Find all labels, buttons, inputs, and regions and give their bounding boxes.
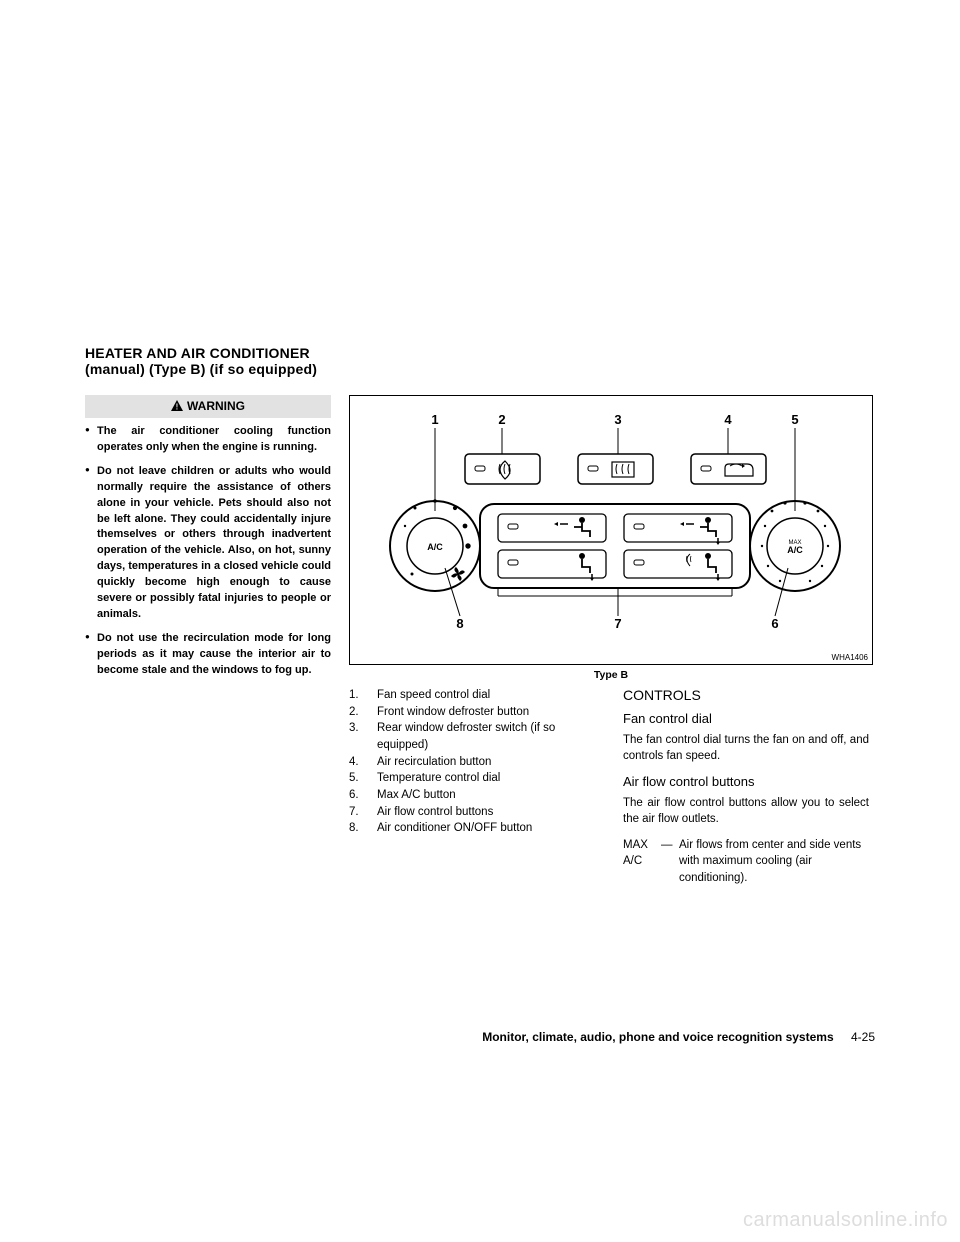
section-title-line2: (manual) (Type B) (if so equipped) bbox=[85, 361, 875, 377]
watermark: carmanualsonline.info bbox=[743, 1209, 948, 1232]
diagram-caption: Type B bbox=[349, 669, 873, 681]
fan-heading: Fan control dial bbox=[623, 711, 869, 726]
rear-defrost-button bbox=[578, 454, 653, 484]
fan-speed-dial: A/C bbox=[390, 499, 480, 591]
callout-3: 3 bbox=[614, 412, 621, 427]
legend-item: 1.Fan speed control dial bbox=[349, 687, 595, 704]
legend-item: 8.Air conditioner ON/OFF button bbox=[349, 820, 595, 837]
warning-bullet: Do not leave children or adults who woul… bbox=[85, 464, 331, 623]
flow-heading: Air flow control buttons bbox=[623, 774, 869, 789]
callout-4: 4 bbox=[724, 412, 732, 427]
callout-2: 2 bbox=[498, 412, 505, 427]
svg-text:A/C: A/C bbox=[427, 542, 443, 552]
airflow-face-foot-button bbox=[624, 514, 732, 545]
footer-page-number: 4-25 bbox=[851, 1030, 875, 1044]
page-footer: Monitor, climate, audio, phone and voice… bbox=[482, 1030, 875, 1044]
controls-heading: CONTROLS bbox=[623, 687, 869, 703]
callout-8: 8 bbox=[456, 616, 463, 631]
warning-bullets: The air conditioner cooling function ope… bbox=[85, 424, 331, 679]
svg-text:!: ! bbox=[176, 402, 179, 411]
warning-bullet: The air conditioner cooling function ope… bbox=[85, 424, 331, 456]
warning-triangle-icon: ! bbox=[171, 400, 183, 414]
airflow-face-button bbox=[498, 514, 606, 542]
legend-item: 4.Air recirculation button bbox=[349, 754, 595, 771]
front-defrost-button bbox=[465, 454, 540, 484]
legend-item: 7.Air flow control buttons bbox=[349, 804, 595, 821]
callout-7: 7 bbox=[614, 616, 621, 631]
recirc-button bbox=[691, 454, 766, 484]
callout-5: 5 bbox=[791, 412, 798, 427]
airflow-defrost-foot-button bbox=[624, 550, 732, 581]
warning-bullet: Do not use the recirculation mode for lo… bbox=[85, 631, 331, 679]
section-title-line1: HEATER AND AIR CONDITIONER bbox=[85, 345, 875, 361]
max-ac-def: MAXA/C — Air flows from center and side … bbox=[623, 837, 869, 885]
fan-text: The fan control dial turns the fan on an… bbox=[623, 732, 869, 764]
hvac-diagram: 1 2 3 4 5 bbox=[349, 395, 873, 665]
legend-item: 6.Max A/C button bbox=[349, 787, 595, 804]
legend-item: 2.Front window defroster button bbox=[349, 704, 595, 721]
flow-text: The air flow control buttons allow you t… bbox=[623, 795, 869, 827]
airflow-foot-button bbox=[498, 550, 606, 581]
legend-list: 1.Fan speed control dial 2.Front window … bbox=[349, 687, 595, 837]
footer-section-title: Monitor, climate, audio, phone and voice… bbox=[482, 1030, 833, 1044]
svg-text:A/C: A/C bbox=[787, 545, 803, 555]
warning-label: WARNING bbox=[187, 399, 245, 413]
callout-6: 6 bbox=[771, 616, 778, 631]
temperature-dial: MAX A/C bbox=[750, 501, 840, 591]
legend-item: 5.Temperature control dial bbox=[349, 770, 595, 787]
legend-item: 3.Rear window defroster switch (if so eq… bbox=[349, 720, 595, 753]
callout-1: 1 bbox=[431, 412, 438, 427]
warning-header: ! WARNING bbox=[85, 395, 331, 418]
diagram-code: WHA1406 bbox=[832, 653, 868, 662]
